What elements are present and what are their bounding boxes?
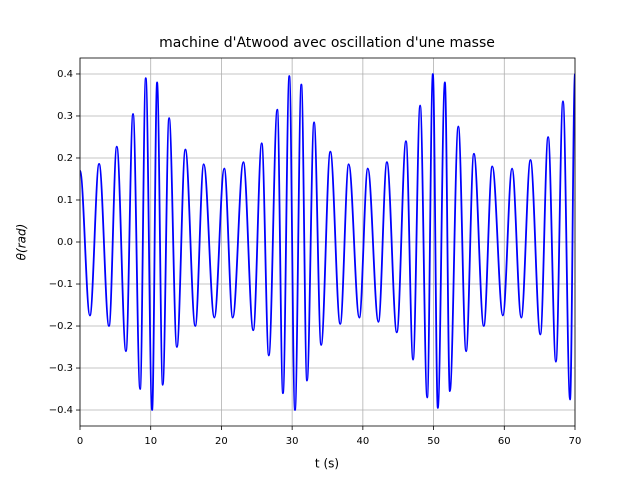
y-tick-label: 0.4 (57, 69, 73, 80)
x-tick-label: 30 (286, 436, 299, 447)
y-tick-label: 0.1 (57, 195, 73, 206)
y-tick-label: −0.1 (49, 279, 73, 290)
x-tick-label: 50 (427, 436, 440, 447)
x-tick-label: 60 (498, 436, 511, 447)
x-axis-label: t (s) (315, 457, 339, 471)
x-tick-label: 70 (569, 436, 582, 447)
x-tick-label: 0 (77, 436, 83, 447)
ticks: 0 10 20 30 40 50 60 70 −0.4 −0.3 −0.2 −0.1 0.0 0.1 0.2… (49, 69, 582, 447)
lines (80, 73, 575, 411)
y-tick-label: −0.2 (49, 321, 73, 332)
x-tick-label: 40 (356, 436, 369, 447)
y-tick-label: −0.3 (49, 363, 73, 374)
y-tick-label: 0.3 (57, 111, 73, 122)
y-tick-label: 0.2 (57, 153, 73, 164)
x-tick-label: 10 (144, 436, 157, 447)
chart-title: machine d'Atwood avec oscillation d'une … (159, 35, 495, 51)
y-tick-label: 0.0 (57, 237, 73, 248)
data-line (80, 73, 575, 411)
y-tick-label: −0.4 (49, 405, 73, 416)
y-axis-label: θ(rad) (15, 224, 29, 261)
x-tick-label: 20 (215, 436, 228, 447)
